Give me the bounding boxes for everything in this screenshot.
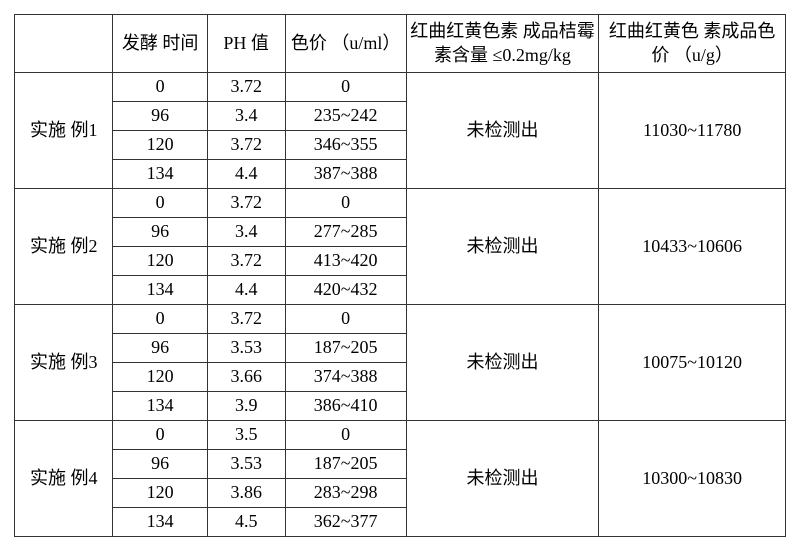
cell-color-value: 387~388: [285, 160, 406, 189]
cell-color-value: 386~410: [285, 392, 406, 421]
cell-time: 134: [113, 160, 207, 189]
cell-time: 96: [113, 218, 207, 247]
header-product-color: 红曲红黄色 素成品色价 （u/g）: [599, 15, 786, 73]
table-row: 实施 例203.720未检测出10433~10606: [15, 189, 786, 218]
cell-color-value: 0: [285, 421, 406, 450]
cell-time: 120: [113, 479, 207, 508]
cell-ph: 3.72: [207, 189, 285, 218]
table-header-row: 发酵 时间 PH 值 色价 （u/ml） 红曲红黄色素 成品桔霉素含量 ≤0.2…: [15, 15, 786, 73]
header-citrinin: 红曲红黄色素 成品桔霉素含量 ≤0.2mg/kg: [406, 15, 599, 73]
cell-color-value: 374~388: [285, 363, 406, 392]
cell-color-value: 0: [285, 73, 406, 102]
cell-ph: 3.4: [207, 218, 285, 247]
table-body: 实施 例103.720未检测出11030~11780963.4235~24212…: [15, 73, 786, 537]
cell-color-value: 420~432: [285, 276, 406, 305]
example-label: 实施 例1: [15, 73, 113, 189]
table-row: 实施 例103.720未检测出11030~11780: [15, 73, 786, 102]
cell-time: 0: [113, 305, 207, 334]
cell-citrinin-result: 未检测出: [406, 73, 599, 189]
cell-ph: 3.4: [207, 102, 285, 131]
cell-ph: 4.5: [207, 508, 285, 537]
cell-color-value: 187~205: [285, 450, 406, 479]
cell-time: 120: [113, 247, 207, 276]
cell-color-value: 277~285: [285, 218, 406, 247]
example-label: 实施 例4: [15, 421, 113, 537]
cell-color-value: 283~298: [285, 479, 406, 508]
cell-time: 134: [113, 392, 207, 421]
cell-ph: 3.5: [207, 421, 285, 450]
cell-citrinin-result: 未检测出: [406, 189, 599, 305]
cell-ph: 3.72: [207, 305, 285, 334]
example-label: 实施 例2: [15, 189, 113, 305]
cell-color-value: 362~377: [285, 508, 406, 537]
cell-color-value: 187~205: [285, 334, 406, 363]
cell-time: 134: [113, 276, 207, 305]
cell-color-value: 235~242: [285, 102, 406, 131]
cell-ph: 3.66: [207, 363, 285, 392]
cell-time: 0: [113, 73, 207, 102]
header-example: [15, 15, 113, 73]
cell-product-color: 11030~11780: [599, 73, 786, 189]
cell-citrinin-result: 未检测出: [406, 305, 599, 421]
cell-ph: 3.53: [207, 450, 285, 479]
table-row: 实施 例303.720未检测出10075~10120: [15, 305, 786, 334]
cell-time: 134: [113, 508, 207, 537]
cell-time: 96: [113, 102, 207, 131]
cell-ph: 4.4: [207, 160, 285, 189]
cell-time: 0: [113, 421, 207, 450]
cell-ph: 3.72: [207, 131, 285, 160]
cell-color-value: 346~355: [285, 131, 406, 160]
cell-time: 120: [113, 363, 207, 392]
cell-product-color: 10433~10606: [599, 189, 786, 305]
cell-time: 96: [113, 334, 207, 363]
header-ph: PH 值: [207, 15, 285, 73]
example-label: 实施 例3: [15, 305, 113, 421]
cell-citrinin-result: 未检测出: [406, 421, 599, 537]
cell-ph: 3.72: [207, 247, 285, 276]
cell-color-value: 0: [285, 305, 406, 334]
cell-color-value: 0: [285, 189, 406, 218]
header-time: 发酵 时间: [113, 15, 207, 73]
header-color-value: 色价 （u/ml）: [285, 15, 406, 73]
cell-ph: 3.9: [207, 392, 285, 421]
cell-time: 0: [113, 189, 207, 218]
cell-product-color: 10300~10830: [599, 421, 786, 537]
table-row: 实施 例403.50未检测出10300~10830: [15, 421, 786, 450]
cell-color-value: 413~420: [285, 247, 406, 276]
cell-ph: 4.4: [207, 276, 285, 305]
cell-product-color: 10075~10120: [599, 305, 786, 421]
cell-time: 120: [113, 131, 207, 160]
cell-time: 96: [113, 450, 207, 479]
cell-ph: 3.86: [207, 479, 285, 508]
cell-ph: 3.72: [207, 73, 285, 102]
cell-ph: 3.53: [207, 334, 285, 363]
data-table: 发酵 时间 PH 值 色价 （u/ml） 红曲红黄色素 成品桔霉素含量 ≤0.2…: [14, 14, 786, 537]
